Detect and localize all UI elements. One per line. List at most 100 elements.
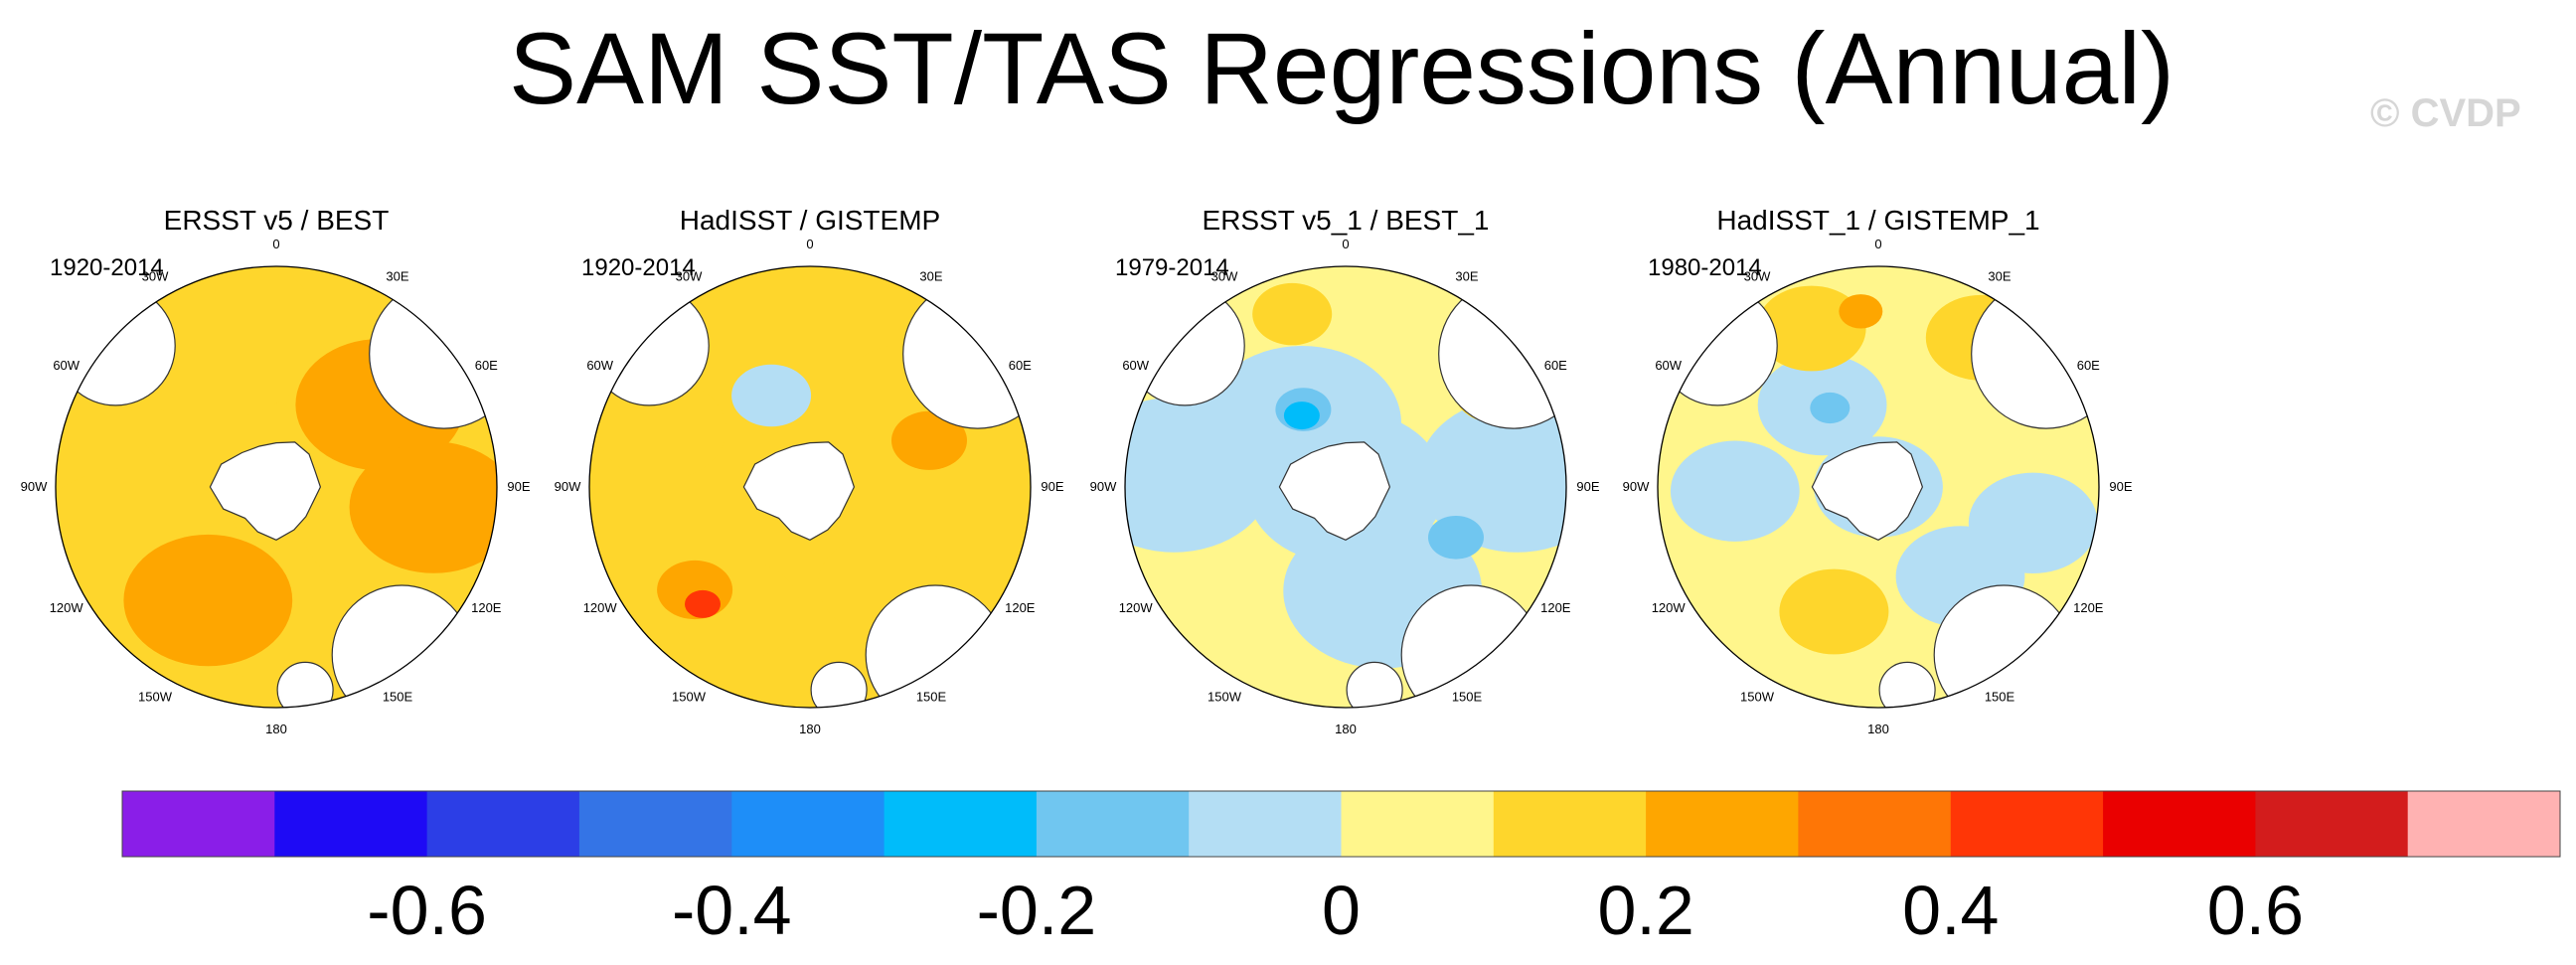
- colorbar-swatch-6: [1036, 791, 1190, 857]
- longitude-label: 90E: [507, 479, 530, 494]
- colorbar-tick-label: 0.6: [2207, 872, 2304, 949]
- longitude-label: 30W: [142, 269, 169, 284]
- longitude-label: 180: [1867, 722, 1889, 736]
- colorbar-swatch-5: [884, 791, 1038, 857]
- longitude-label: 150E: [1985, 689, 2015, 704]
- longitude-label: 180: [265, 722, 287, 736]
- antarctica-land: [209, 441, 322, 541]
- longitude-label: 60E: [1544, 358, 1567, 373]
- field-anomaly-3-0: [1839, 294, 1883, 329]
- panel-period: 1920-2014: [50, 254, 164, 281]
- map-border: [55, 265, 498, 709]
- panel-period: 1979-2014: [1115, 254, 1229, 281]
- longitude-label: 0: [1874, 237, 1881, 251]
- panel-title: HadISST_1 / GISTEMP_1: [1716, 205, 2040, 236]
- longitude-label: 180: [799, 722, 821, 736]
- longitude-label: 30E: [1455, 269, 1478, 284]
- field-anomaly-3-1: [731, 364, 812, 427]
- colorbar-swatch-11: [1798, 791, 1952, 857]
- colorbar-frame: [121, 790, 2561, 858]
- colorbar-tick-label: 0.2: [1597, 872, 1693, 949]
- longitude-label: 90W: [1623, 479, 1650, 494]
- longitude-label: 120E: [471, 600, 502, 615]
- cvdp-watermark: © CVDP: [2370, 91, 2521, 135]
- colorbar-swatch-10: [1646, 791, 1799, 857]
- longitude-label: 60W: [53, 358, 80, 373]
- longitude-label: 120W: [1652, 600, 1687, 615]
- longitude-label: 150E: [1452, 689, 1483, 704]
- longitude-label: 90W: [555, 479, 581, 494]
- longitude-label: 180: [1335, 722, 1357, 736]
- panel-title: ERSST v5_1 / BEST_1: [1202, 205, 1490, 236]
- colorbar-swatch-1: [274, 791, 428, 857]
- field-anomaly-0-1: [1417, 397, 1566, 553]
- longitude-label: 120E: [1540, 600, 1571, 615]
- field-anomaly-0-0: [1670, 440, 1800, 542]
- longitude-label: 0: [1342, 237, 1349, 251]
- longitude-label: 0: [806, 237, 813, 251]
- antarctica-land: [742, 441, 856, 541]
- longitude-label: 150W: [138, 689, 173, 704]
- field-anomaly-1-1: [1428, 516, 1484, 560]
- colorbar-swatch-12: [1950, 791, 2104, 857]
- longitude-label: 150W: [1740, 689, 1775, 704]
- field-anomaly-3-0: [1252, 282, 1333, 346]
- colorbar-swatch-15: [2407, 791, 2561, 857]
- panel-title: HadISST / GISTEMP: [679, 205, 941, 236]
- polar-map: 0 30E 60E 90E 120E 150E 180 150W 120W 90W 60W 30W: [1623, 237, 2133, 736]
- map-border: [1124, 265, 1567, 709]
- field-anomaly-1-1: [891, 410, 967, 470]
- longitude-label: 30W: [1744, 269, 1771, 284]
- longitude-label: 30E: [1988, 269, 2011, 284]
- longitude-label: 60E: [475, 358, 498, 373]
- colorbar-swatch-0: [122, 791, 275, 857]
- longitude-label: 60W: [1122, 358, 1149, 373]
- colorbar-tick-label: -0.4: [672, 872, 792, 949]
- colorbar-tick-label: -0.6: [367, 872, 487, 949]
- longitude-label: 60W: [586, 358, 613, 373]
- field-anomaly-2-0: [685, 589, 721, 618]
- polar-map: 0 30E 60E 90E 120E 150E 180 150W 120W 90W 60W 30W: [1090, 237, 1600, 736]
- colorbar-swatch-8: [1341, 791, 1495, 857]
- colorbar-swatch-14: [2255, 791, 2409, 857]
- colorbar-tick-label: 0: [1322, 872, 1361, 949]
- panel-period: 1920-2014: [581, 254, 696, 281]
- longitude-label: 90W: [1090, 479, 1117, 494]
- longitude-label: 30E: [386, 269, 408, 284]
- longitude-label: 120W: [50, 600, 84, 615]
- longitude-label: 60W: [1655, 358, 1682, 373]
- longitude-label: 120E: [1005, 600, 1036, 615]
- longitude-label: 90E: [2109, 479, 2132, 494]
- map-panel-3: ERSST v5_1 / BEST_1 1979-2014 0 30E 60E 90E…: [1077, 204, 1614, 760]
- longitude-label: 90E: [1576, 479, 1599, 494]
- colorbar-swatch-4: [731, 791, 886, 857]
- longitude-label: 30W: [676, 269, 703, 284]
- colorbar-swatch-7: [1189, 791, 1342, 857]
- longitude-label: 150E: [383, 689, 413, 704]
- longitude-label: 150W: [672, 689, 707, 704]
- map-border: [1657, 265, 2100, 709]
- longitude-label: 150E: [916, 689, 947, 704]
- colorbar-swatch-3: [578, 791, 732, 857]
- field-anomaly-1-2: [349, 441, 497, 573]
- longitude-label: 120E: [2073, 600, 2104, 615]
- colorbar-tick-label: 0.4: [1902, 872, 1999, 949]
- field-anomaly-0-3: [597, 379, 726, 480]
- antarctica-land: [1278, 441, 1391, 541]
- map-panel-4: HadISST_1 / GISTEMP_1 1980-2014 0 30E 60E 9…: [1610, 204, 2147, 760]
- polar-map: 0 30E 60E 90E 120E 150E 180 150W 120W 90W 60W 30W: [555, 237, 1064, 736]
- polar-map: 0 30E 60E 90E 120E 150E 180 150W 120W 90W 60W 30W: [21, 237, 531, 736]
- longitude-label: 90W: [21, 479, 48, 494]
- longitude-label: 120W: [1119, 600, 1154, 615]
- field-anomaly-1-1: [123, 534, 293, 667]
- longitude-label: 150W: [1208, 689, 1242, 704]
- map-panel-2: HadISST / GISTEMP 1920-2014 0 30E 60E 90E 12…: [542, 204, 1078, 760]
- panel-period: 1980-2014: [1648, 254, 1762, 281]
- field-anomaly-2-0: [1283, 402, 1320, 430]
- longitude-label: 0: [272, 237, 279, 251]
- colorbar-swatch-9: [1493, 791, 1647, 857]
- field-anomaly-1-0: [1810, 392, 1851, 424]
- longitude-label: 30E: [919, 269, 942, 284]
- figure-title: SAM SST/TAS Regressions (Annual): [508, 12, 2175, 125]
